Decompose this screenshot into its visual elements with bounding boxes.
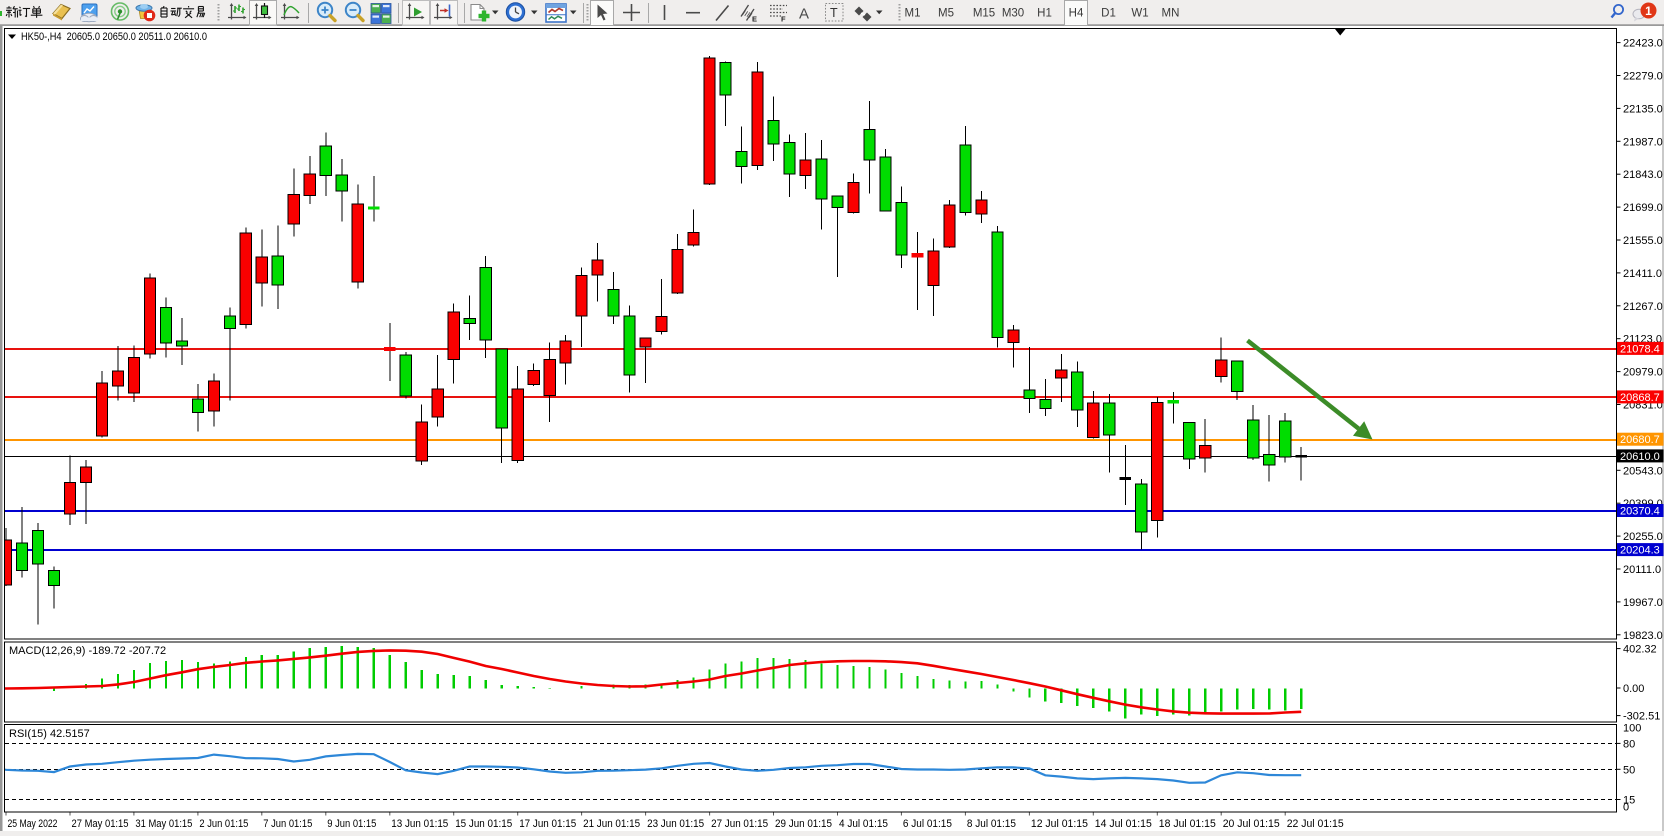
svg-text:W1: W1 <box>1131 8 1148 20</box>
svg-text:20610.0: 20610.0 <box>1620 451 1660 463</box>
svg-text:M1: M1 <box>905 8 921 20</box>
svg-text:20979.0: 20979.0 <box>1623 367 1663 379</box>
svg-text:8 Jul 01:15: 8 Jul 01:15 <box>967 818 1016 830</box>
svg-text:21078.4: 21078.4 <box>1620 343 1660 355</box>
svg-text:A: A <box>799 6 809 23</box>
svg-text:E: E <box>752 15 757 24</box>
svg-text:2 Jun 01:15: 2 Jun 01:15 <box>199 818 248 830</box>
svg-text:22135.0: 22135.0 <box>1623 103 1663 115</box>
svg-text:T: T <box>830 6 838 20</box>
svg-text:1: 1 <box>1645 4 1652 18</box>
svg-text:50: 50 <box>1623 764 1635 776</box>
svg-text:6 Jul 01:15: 6 Jul 01:15 <box>903 818 952 830</box>
svg-text:21 Jun 01:15: 21 Jun 01:15 <box>583 818 640 830</box>
svg-text:MACD(12,26,9) -189.72 -207.72: MACD(12,26,9) -189.72 -207.72 <box>9 645 166 657</box>
svg-text:17 Jun 01:15: 17 Jun 01:15 <box>519 818 576 830</box>
svg-text:402.32: 402.32 <box>1623 644 1657 656</box>
svg-text:15: 15 <box>1623 795 1635 807</box>
svg-text:23 Jun 01:15: 23 Jun 01:15 <box>647 818 704 830</box>
svg-text:27 Jun 01:15: 27 Jun 01:15 <box>711 818 768 830</box>
svg-text:MN: MN <box>1162 8 1180 20</box>
svg-text:15 Jun 01:15: 15 Jun 01:15 <box>455 818 512 830</box>
svg-text:20868.7: 20868.7 <box>1620 392 1660 404</box>
svg-text:21699.0: 21699.0 <box>1623 202 1663 214</box>
svg-text:13 Jun 01:15: 13 Jun 01:15 <box>391 818 448 830</box>
svg-text:27 May 01:15: 27 May 01:15 <box>72 818 129 830</box>
svg-text:RSI(15) 42.5157: RSI(15) 42.5157 <box>9 728 90 740</box>
svg-text:22423.0: 22423.0 <box>1623 38 1663 50</box>
svg-text:100: 100 <box>1623 723 1641 735</box>
svg-text:M15: M15 <box>973 8 995 20</box>
svg-text:H1: H1 <box>1037 8 1052 20</box>
svg-text:20370.4: 20370.4 <box>1620 506 1660 518</box>
svg-text:20543.0: 20543.0 <box>1623 465 1663 477</box>
svg-text:21267.0: 21267.0 <box>1623 301 1663 313</box>
svg-text:19823.0: 19823.0 <box>1623 630 1663 642</box>
svg-text:7 Jun 01:15: 7 Jun 01:15 <box>263 818 312 830</box>
svg-text:21987.0: 21987.0 <box>1623 136 1663 148</box>
svg-text:H4: H4 <box>1069 8 1084 20</box>
svg-text:12 Jul 01:15: 12 Jul 01:15 <box>1031 818 1088 830</box>
svg-text:14 Jul 01:15: 14 Jul 01:15 <box>1095 818 1152 830</box>
svg-text:80: 80 <box>1623 738 1635 750</box>
svg-text:4 Jul 01:15: 4 Jul 01:15 <box>839 818 888 830</box>
svg-text:HK50-,H4 20605.0 20650.0 2051: HK50-,H4 20605.0 20650.0 20511.0 20610.0 <box>21 31 207 43</box>
svg-text:M30: M30 <box>1002 8 1024 20</box>
svg-text:M5: M5 <box>938 8 954 20</box>
svg-text:21411.0: 21411.0 <box>1623 268 1662 280</box>
svg-text:22279.0: 22279.0 <box>1623 71 1663 83</box>
svg-text:9 Jun 01:15: 9 Jun 01:15 <box>327 818 376 830</box>
svg-text:31 May 01:15: 31 May 01:15 <box>135 818 192 830</box>
svg-text:29 Jun 01:15: 29 Jun 01:15 <box>775 818 832 830</box>
svg-text:20204.3: 20204.3 <box>1620 545 1660 557</box>
svg-text:D1: D1 <box>1101 8 1116 20</box>
svg-text:20255.0: 20255.0 <box>1623 531 1663 543</box>
svg-text:19967.0: 19967.0 <box>1623 597 1663 609</box>
svg-text:20111.0: 20111.0 <box>1623 564 1661 576</box>
svg-text:25 May 2022: 25 May 2022 <box>8 818 58 830</box>
svg-text:20 Jul 01:15: 20 Jul 01:15 <box>1223 818 1280 830</box>
svg-text:F: F <box>781 15 786 24</box>
svg-text:22 Jul 01:15: 22 Jul 01:15 <box>1287 818 1344 830</box>
svg-text:21843.0: 21843.0 <box>1623 169 1663 181</box>
svg-text:-302.51: -302.51 <box>1623 711 1660 723</box>
svg-text:0.00: 0.00 <box>1623 683 1644 695</box>
svg-text:20680.7: 20680.7 <box>1620 434 1660 446</box>
svg-text:18 Jul 01:15: 18 Jul 01:15 <box>1159 818 1216 830</box>
svg-text:21555.0: 21555.0 <box>1623 235 1663 247</box>
svg-text:0: 0 <box>1623 802 1629 814</box>
